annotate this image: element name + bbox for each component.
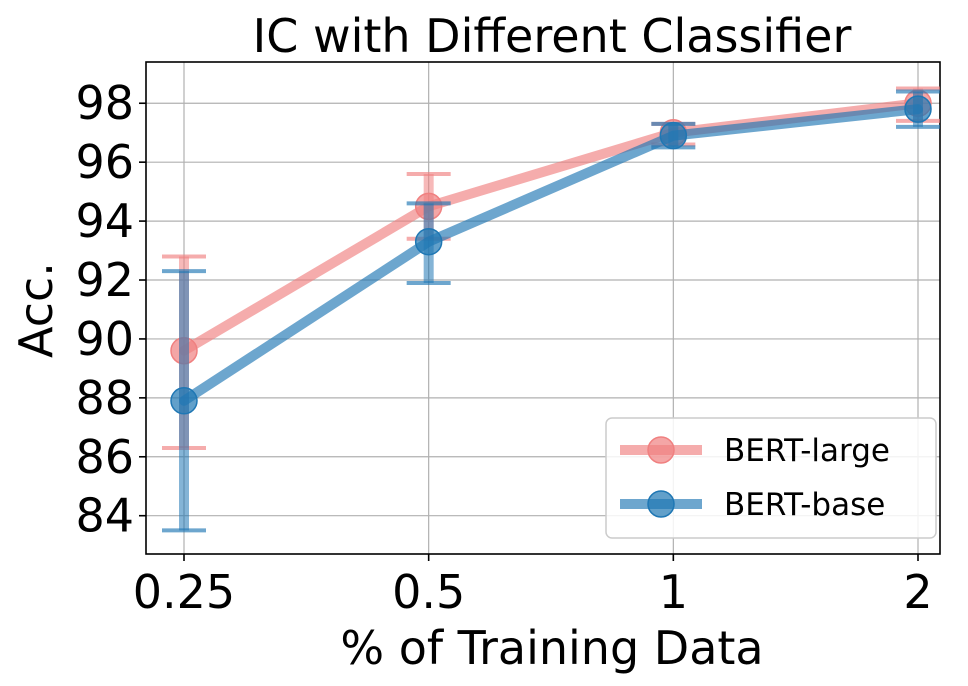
y-axis-label: Acc. xyxy=(9,262,63,358)
x-tick-label: 0.25 xyxy=(133,565,235,619)
legend-label: BERT-base xyxy=(724,487,885,523)
y-tick-label: 90 xyxy=(75,312,134,366)
data-point xyxy=(659,121,688,150)
x-tick-labels: 0.25 0.5 1 2 xyxy=(133,554,933,619)
x-tick-label: 2 xyxy=(903,565,932,619)
series-line xyxy=(179,98,923,356)
legend-swatch-marker xyxy=(647,436,675,464)
legend: BERT-large BERT-base xyxy=(605,417,937,539)
data-point xyxy=(170,387,198,415)
legend-label: BERT-large xyxy=(724,433,890,469)
y-tick-label: 88 xyxy=(75,371,134,425)
legend-item: BERT-base xyxy=(620,487,885,523)
x-tick-label: 1 xyxy=(659,565,688,619)
series-bert-large xyxy=(162,86,940,450)
series-bert-base xyxy=(162,89,940,533)
y-tick-label: 94 xyxy=(75,194,134,248)
y-tick-label: 92 xyxy=(75,253,134,307)
plot-frame xyxy=(145,61,941,555)
y-tick-label: 96 xyxy=(75,135,134,189)
data-point xyxy=(414,227,443,256)
chart-title: IC with Different Classifier xyxy=(253,9,852,63)
y-tick-label: 86 xyxy=(75,430,134,484)
x-axis-label: % of Training Data xyxy=(340,621,763,675)
series-line xyxy=(179,104,923,406)
x-tick-label: 0.5 xyxy=(392,565,465,619)
data-point xyxy=(904,95,932,123)
series-layer xyxy=(162,86,940,533)
y-tick-label: 84 xyxy=(75,489,134,543)
legend-swatch-marker xyxy=(647,490,675,518)
y-tick-label: 98 xyxy=(75,76,134,130)
legend-item: BERT-large xyxy=(620,433,890,469)
